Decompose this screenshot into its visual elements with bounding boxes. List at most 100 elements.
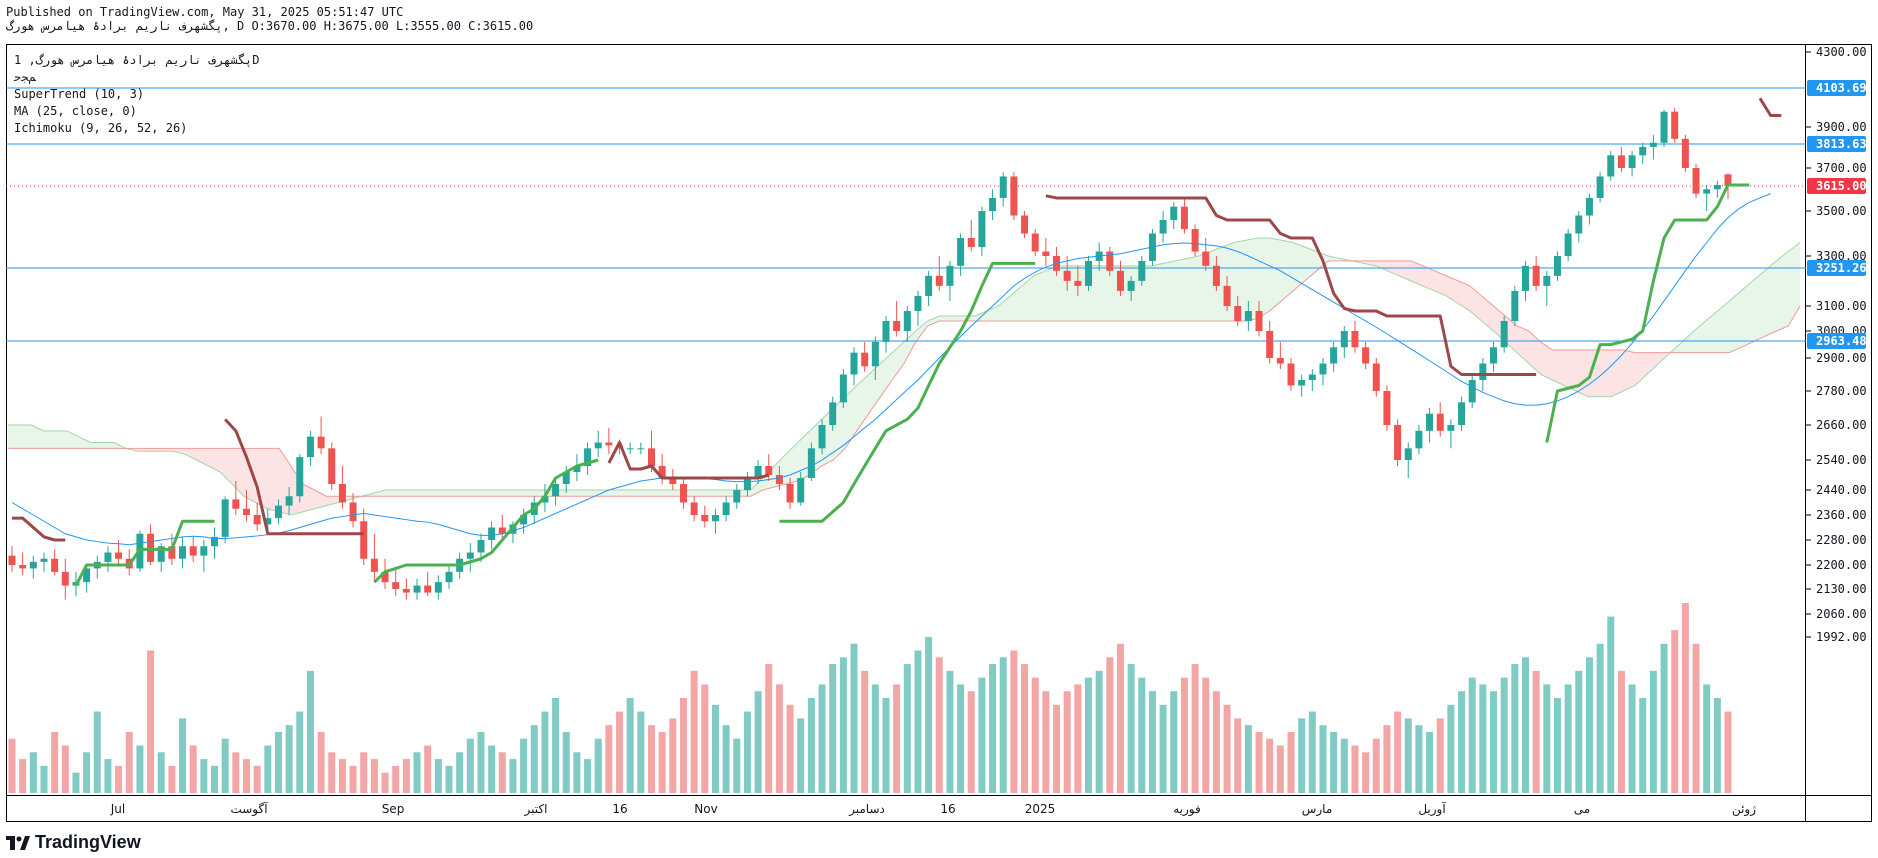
volume-bar — [648, 725, 656, 793]
candle-body — [402, 589, 410, 593]
volume-bar — [1138, 677, 1146, 793]
candle-body — [893, 321, 901, 331]
volume-bar — [136, 745, 144, 793]
ichimoku-cloud-segment — [8, 425, 138, 452]
candle-body — [115, 552, 123, 559]
supertrend-segment — [74, 519, 215, 587]
volume-bar — [498, 752, 506, 793]
candle-body — [1543, 275, 1551, 286]
y-axis-label: 2360.00 — [1816, 508, 1867, 522]
legend-ma[interactable]: MA (25, close, 0) — [14, 104, 137, 118]
candle-body — [285, 496, 293, 506]
volume-bar — [1458, 691, 1466, 793]
volume-bar — [1521, 657, 1529, 793]
candle-body — [1308, 374, 1316, 380]
candle-body — [1447, 425, 1455, 431]
volume-bar — [1628, 684, 1636, 793]
volume-bar — [93, 711, 101, 793]
candle-body — [1426, 413, 1434, 431]
brand-name: TradingView — [35, 832, 141, 852]
volume-bar — [157, 752, 165, 793]
volume-bar — [1479, 684, 1487, 793]
volume-bar — [541, 711, 549, 793]
candle-body — [147, 533, 155, 562]
candle-body — [1021, 215, 1029, 234]
candle-body — [1553, 256, 1561, 276]
volume-bar — [1553, 698, 1561, 793]
volume-bar — [1287, 731, 1295, 793]
volume-bar — [989, 664, 997, 793]
volume-bar — [1607, 616, 1615, 793]
volume-bar — [552, 698, 560, 793]
candle-body — [679, 484, 687, 503]
candle-body — [8, 555, 16, 565]
candle-body — [914, 295, 922, 311]
volume-bar — [413, 752, 421, 793]
volume-bar — [40, 765, 48, 793]
volume-bar — [1543, 684, 1551, 793]
volume-bar — [1532, 670, 1540, 793]
supertrend-segment — [1758, 97, 1782, 118]
candle-body — [83, 568, 91, 583]
volume-bar — [147, 650, 155, 793]
candle-body — [1298, 380, 1306, 386]
candle-body — [1351, 331, 1359, 348]
volume-bar — [1116, 643, 1124, 793]
y-axis-label: 2130.00 — [1816, 582, 1867, 596]
candle-body — [1394, 425, 1402, 460]
candle-body — [584, 448, 592, 466]
candle-body — [1223, 285, 1231, 306]
candle-body — [1596, 176, 1604, 198]
candle-body — [370, 558, 378, 572]
candle-body — [1244, 311, 1252, 321]
candle-body — [573, 466, 581, 472]
ichimoku-cloud-segment — [1363, 260, 1671, 397]
volume-bar — [1276, 745, 1284, 793]
volume-bar — [456, 752, 464, 793]
candle-body — [1617, 155, 1625, 168]
y-axis-label: 3900.00 — [1816, 120, 1867, 134]
volume-bar — [775, 684, 783, 793]
volume-bar — [1202, 677, 1210, 793]
candle-body — [701, 515, 709, 522]
volume-bar — [115, 765, 123, 793]
volume-bar — [1447, 704, 1455, 793]
volume-bar — [839, 657, 847, 793]
legend-supertrend[interactable]: SuperTrend (10, 3) — [14, 87, 145, 101]
candle-body — [232, 499, 240, 509]
volume-bar — [179, 718, 187, 793]
candle-body — [711, 515, 719, 522]
x-axis-label: 16 — [612, 802, 627, 816]
candle-body — [1340, 331, 1348, 348]
volume-bar — [1713, 698, 1721, 793]
candle-body — [40, 558, 48, 562]
volume-bar — [83, 752, 91, 793]
candle-body — [488, 527, 496, 540]
last-price-badge: 3615.00 — [1816, 179, 1867, 193]
candle-body — [1703, 189, 1711, 194]
volume-bar — [1468, 677, 1476, 793]
volume-bar — [221, 738, 229, 793]
legend-ichimoku[interactable]: Ichimoku (9, 26, 52, 26) — [14, 121, 188, 135]
volume-bar — [882, 698, 890, 793]
volume-bar — [562, 731, 570, 793]
volume-bar — [211, 765, 219, 793]
candle-body — [1362, 347, 1370, 364]
volume-bar — [1671, 630, 1679, 793]
volume-bar — [1575, 670, 1583, 793]
candle-body — [445, 571, 453, 583]
candle-body — [498, 527, 506, 534]
candle-body — [786, 484, 794, 503]
price-line-badge-bg — [1807, 333, 1866, 349]
candle-body — [1692, 168, 1700, 194]
candle-body — [317, 436, 325, 449]
volume-bar — [658, 731, 666, 793]
volume-bar — [306, 670, 314, 793]
volume-bar — [1106, 657, 1114, 793]
volume-bar — [72, 772, 80, 793]
candle-body — [1521, 265, 1529, 291]
candle-body — [274, 505, 282, 519]
volume-bar — [253, 765, 261, 793]
candle-body — [51, 558, 59, 572]
